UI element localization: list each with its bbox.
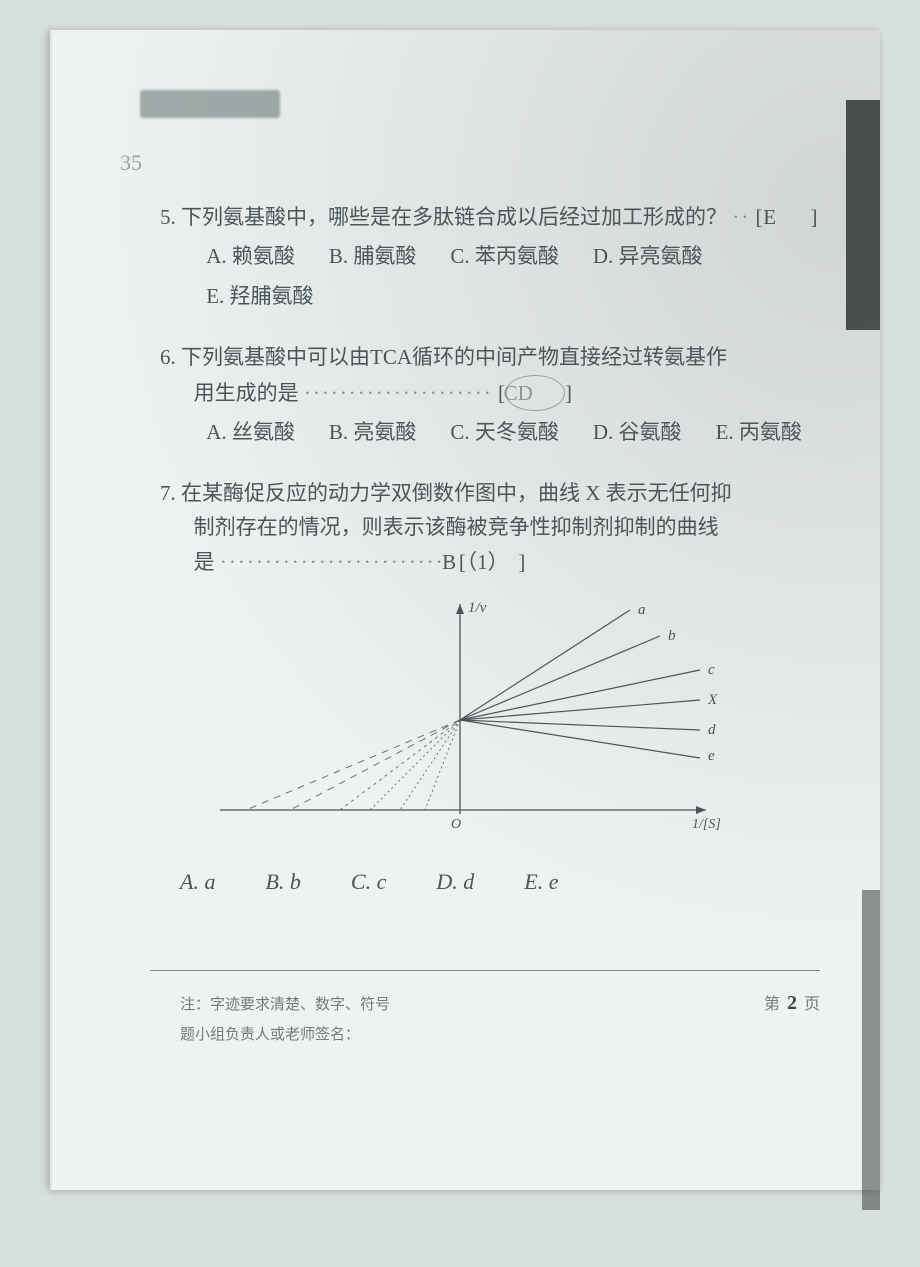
bracket-r: ] — [565, 381, 572, 405]
bracket-r: ] — [811, 205, 818, 229]
svg-text:O: O — [451, 817, 461, 832]
svg-text:1/v: 1/v — [468, 600, 487, 616]
svg-text:a: a — [638, 602, 646, 618]
q5-opt-b: B. 脯氨酸 — [329, 239, 417, 274]
margin-number: 35 — [120, 150, 142, 176]
q6-opt-a: A. 丝氨酸 — [206, 415, 295, 450]
footer-rule — [150, 970, 820, 971]
q6-options: A. 丝氨酸 B. 亮氨酸 C. 天冬氨酸 D. 谷氨酸 E. 丙氨酸 — [160, 415, 840, 450]
question-5: 5. 下列氨基酸中，哪些是在多肽链合成以后经过加工形成的？ ·· [E] A. … — [160, 200, 840, 314]
q7-stem: 7. 在某酶促反应的动力学双倒数作图中，曲线 X 表示无任何抑 制剂存在的情况，… — [160, 476, 840, 580]
q6-answer: CD — [505, 375, 565, 412]
scan-artifact-right-2 — [862, 890, 880, 1210]
page-footer: 注：字迹要求清楚、数字、符号 题小组负责人或老师签名： 第 2 页 — [180, 990, 820, 1050]
footer-note-1: 注：字迹要求清楚、数字、符号 — [180, 990, 390, 1020]
q5-number: 5. — [160, 205, 176, 229]
q7-graph: 1/v 1/[S] Oa b cXde — [200, 590, 840, 850]
q7-text-b: 制剂存在的情况，则表示该酶被竞争性抑制剂抑制的曲线 — [194, 515, 719, 539]
scanned-page: 35 5. 下列氨基酸中，哪些是在多肽链合成以后经过加工形成的？ ·· [E] … — [50, 30, 880, 1190]
q5-opt-c: C. 苯丙氨酸 — [450, 239, 559, 274]
page-prefix: 第 — [764, 996, 780, 1013]
scan-artifact-right-1 — [846, 100, 880, 330]
page-number: 第 2 页 — [764, 990, 820, 1050]
q6-number: 6. — [160, 345, 176, 369]
q6-opt-b: B. 亮氨酸 — [329, 415, 417, 450]
page-suffix: 页 — [804, 996, 820, 1013]
svg-text:c: c — [708, 662, 715, 678]
q5-opt-e: E. 羟脯氨酸 — [206, 279, 313, 314]
q6-text-a: 下列氨基酸中可以由TCA循环的中间产物直接经过转氨基作 — [181, 345, 727, 369]
svg-text:X: X — [707, 692, 718, 708]
header-smudge — [140, 90, 280, 118]
q7-dots: ·························· — [220, 550, 454, 574]
q7-opt-a: A. a — [180, 864, 215, 900]
q5-dots: ·· — [732, 205, 750, 229]
q6-opt-d: D. 谷氨酸 — [593, 415, 682, 450]
q7-text-c: 是 — [194, 550, 215, 574]
q5-stem: 5. 下列氨基酸中，哪些是在多肽链合成以后经过加工形成的？ ·· [E] — [160, 200, 840, 235]
q6-text-b: 用生成的是 — [194, 381, 299, 405]
q7-opt-d: D. d — [436, 864, 474, 900]
content-area: 5. 下列氨基酸中，哪些是在多肽链合成以后经过加工形成的？ ·· [E] A. … — [160, 200, 840, 926]
q7-opt-c: C. c — [351, 864, 386, 900]
q5-opt-d: D. 异亮氨酸 — [593, 239, 703, 274]
svg-text:d: d — [708, 722, 716, 738]
svg-text:e: e — [708, 748, 715, 764]
q7-opt-e: E. e — [524, 864, 558, 900]
q5-options: A. 赖氨酸 B. 脯氨酸 C. 苯丙氨酸 D. 异亮氨酸 E. 羟脯氨酸 — [160, 239, 840, 314]
q7-opt-b: B. b — [265, 864, 300, 900]
q5-text: 下列氨基酸中，哪些是在多肽链合成以后经过加工形成的？ — [181, 205, 727, 229]
svg-text:b: b — [668, 628, 676, 644]
bracket-l: [ — [756, 205, 763, 229]
question-6: 6. 下列氨基酸中可以由TCA循环的中间产物直接经过转氨基作 用生成的是 ···… — [160, 340, 840, 450]
q7-number: 7. — [160, 481, 176, 505]
question-7: 7. 在某酶促反应的动力学双倒数作图中，曲线 X 表示无任何抑 制剂存在的情况，… — [160, 476, 840, 900]
footer-note-2: 题小组负责人或老师签名： — [180, 1020, 390, 1050]
lineweaver-burk-plot: 1/v 1/[S] Oa b cXde — [200, 590, 740, 850]
svg-text:1/[S]: 1/[S] — [692, 817, 721, 832]
q6-opt-e: E. 丙氨酸 — [716, 415, 802, 450]
q7-answer: B（1） — [466, 545, 519, 580]
q7-options: A. a B. b C. c D. d E. e — [160, 864, 840, 900]
footer-notes: 注：字迹要求清楚、数字、符号 题小组负责人或老师签名： — [180, 990, 390, 1050]
q6-opt-c: C. 天冬氨酸 — [450, 415, 559, 450]
q5-answer: E — [763, 200, 811, 235]
q6-dots: ····················· — [304, 381, 493, 405]
page-num: 2 — [784, 992, 800, 1014]
q5-opt-a: A. 赖氨酸 — [206, 239, 295, 274]
q7-text-a: 在某酶促反应的动力学双倒数作图中，曲线 X 表示无任何抑 — [181, 481, 732, 505]
q6-stem: 6. 下列氨基酸中可以由TCA循环的中间产物直接经过转氨基作 用生成的是 ···… — [160, 340, 840, 411]
bracket-r: ] — [518, 550, 525, 574]
